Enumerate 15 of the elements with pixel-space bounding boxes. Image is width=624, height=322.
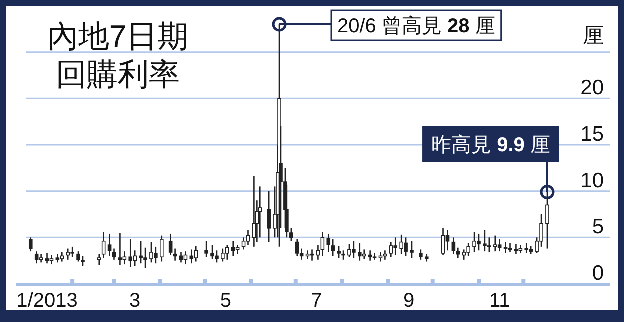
y-tick-label: 5 bbox=[592, 216, 604, 239]
annotation: 昨高見 9.9 厘 bbox=[432, 133, 550, 156]
text: 內地7日期回購利率 bbox=[47, 19, 189, 92]
y-tick-label: 20 bbox=[580, 76, 604, 100]
x-tick-label: 5 bbox=[220, 290, 232, 312]
x-tick-label: 7 bbox=[311, 290, 322, 312]
y-tick-label: 15 bbox=[580, 123, 604, 146]
x-tick-label: 1/2013 bbox=[16, 290, 78, 312]
x-tick-label: 3 bbox=[130, 290, 141, 312]
x-tick-label: 9 bbox=[403, 290, 415, 312]
y-axis-title: 厘 bbox=[583, 24, 604, 48]
x-tick-label: 11 bbox=[489, 290, 510, 312]
y-tick-label: 0 bbox=[592, 262, 604, 285]
y-tick-label: 10 bbox=[580, 169, 604, 192]
annotation: 20/6 曾高見 28 厘 bbox=[338, 14, 496, 38]
